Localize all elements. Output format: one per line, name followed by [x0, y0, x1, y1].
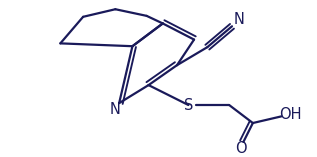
Text: N: N	[233, 12, 244, 27]
Text: N: N	[110, 102, 121, 117]
Text: S: S	[184, 97, 193, 113]
Text: OH: OH	[280, 107, 302, 122]
Text: O: O	[235, 141, 246, 156]
